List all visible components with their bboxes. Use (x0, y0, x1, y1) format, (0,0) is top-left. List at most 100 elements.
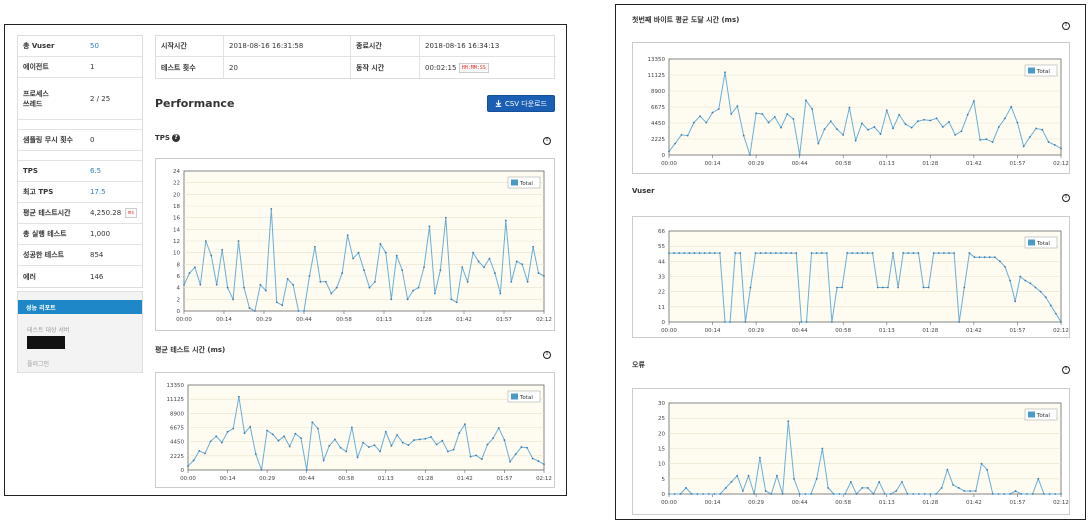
stat-row: 에러 146 (18, 266, 142, 287)
firstbyte-chart-svg: 0 2225 4450 6675 8900 11125 13350 00:00 00:14 00:… (648, 57, 1069, 167)
data-point (407, 444, 410, 447)
legend-label[interactable]: Total (1036, 241, 1050, 247)
x-tick-label: 00:29 (748, 500, 764, 506)
data-point (892, 127, 894, 130)
legend-label[interactable]: Total (1036, 69, 1050, 75)
plugin-label: 플러그인 (27, 361, 50, 368)
legend-label[interactable]: Total (1036, 413, 1050, 419)
data-point (717, 108, 720, 110)
data-point (428, 225, 431, 228)
info-icon[interactable]: ! (543, 351, 551, 359)
data-point (330, 292, 333, 295)
csv-download-button[interactable]: CSV 다운로드 (487, 95, 555, 112)
legend-label[interactable]: Total (519, 395, 533, 401)
data-point (292, 283, 294, 286)
data-point (883, 493, 886, 495)
x-tick-label: 02:12 (1053, 161, 1069, 167)
data-point (1037, 477, 1040, 480)
data-point (204, 452, 206, 455)
data-point (1004, 265, 1006, 268)
data-point (314, 245, 316, 248)
data-point (232, 427, 235, 430)
legend-swatch (1028, 239, 1035, 246)
data-point (696, 493, 699, 495)
data-point (699, 115, 702, 118)
data-point (912, 252, 915, 254)
legend-label[interactable]: Total (519, 181, 533, 187)
y-tick-label: 24 (173, 169, 180, 175)
y-tick-label: 55 (658, 244, 665, 250)
x-tick-label: 01:13 (879, 328, 895, 334)
legend (1024, 236, 1058, 249)
data-point (811, 108, 814, 110)
x-tick-label: 00:58 (835, 328, 851, 334)
x-tick-label: 01:57 (1010, 161, 1026, 167)
data-point (480, 458, 483, 461)
x-tick-label: 01:57 (1010, 500, 1026, 506)
x-tick-label: 00:00 (180, 476, 196, 482)
data-point (486, 443, 489, 446)
start-time-label: 시작시간 (156, 36, 224, 57)
x-tick-label: 01:57 (497, 476, 513, 482)
info-icon[interactable]: ! (1062, 22, 1070, 30)
data-point (817, 142, 820, 145)
data-point (531, 457, 534, 460)
y-tick-label: 2 (177, 297, 181, 303)
data-point (724, 71, 726, 74)
stat-label: 샘플링 무시 횟수 (23, 136, 73, 144)
csv-download-label: CSV 다운로드 (504, 99, 548, 108)
stats-table: 총 Vuser 50 에이전트 1 프로세스 쓰레드 2 / 25 샘플링 무시 횟수 0 TPS… (17, 35, 143, 288)
data-point (769, 252, 772, 254)
data-point (804, 99, 807, 102)
data-point (719, 493, 722, 495)
data-point (935, 117, 938, 120)
data-point (810, 252, 813, 254)
data-point (188, 272, 191, 274)
data-point (521, 263, 524, 266)
data-point (815, 477, 818, 480)
stat-value: 854 (90, 251, 104, 259)
data-point (286, 278, 289, 280)
y-tick-label: 11125 (648, 73, 666, 79)
data-point (941, 126, 944, 128)
y-tick-label: 22 (658, 290, 665, 296)
data-point (1039, 290, 1042, 293)
data-point (447, 450, 449, 453)
data-point (492, 437, 495, 440)
x-tick-label: 01:13 (879, 500, 895, 506)
y-tick-label: 15 (658, 447, 665, 453)
data-point (856, 252, 859, 254)
info-icon[interactable]: ! (1062, 194, 1070, 202)
data-point (781, 493, 784, 495)
y-tick-label: 6 (177, 274, 181, 280)
y-tick-label: 0 (662, 153, 666, 159)
y-tick-label: 18 (173, 204, 180, 210)
data-point (867, 128, 870, 131)
data-point (283, 435, 285, 438)
x-tick-label: 00:14 (220, 476, 236, 482)
data-point (719, 252, 721, 254)
data-point (350, 426, 353, 429)
data-point (384, 251, 387, 254)
report-header[interactable]: 성능 리포트 (18, 300, 142, 314)
x-tick-label: 01:28 (416, 317, 432, 323)
data-point (1004, 117, 1006, 120)
stat-value: 1,000 (90, 230, 111, 238)
data-point (221, 441, 223, 444)
x-tick-label: 01:13 (378, 476, 394, 482)
stat-row: 에이전트 1 (18, 57, 142, 78)
data-point (215, 435, 218, 438)
data-point (396, 434, 398, 436)
y-tick-label: 4 (177, 286, 181, 292)
data-point (860, 122, 863, 125)
data-point (861, 487, 864, 489)
stat-value: 17.5 (90, 188, 106, 196)
help-icon[interactable]: ? (171, 134, 180, 142)
data-point (1060, 493, 1062, 495)
info-icon[interactable]: ! (543, 137, 551, 145)
data-point (237, 395, 240, 398)
info-icon[interactable]: ! (1062, 366, 1070, 374)
redacted-block (27, 336, 65, 349)
series-line-total (669, 421, 1061, 495)
stat-label: 성공한 테스트 (23, 251, 65, 259)
